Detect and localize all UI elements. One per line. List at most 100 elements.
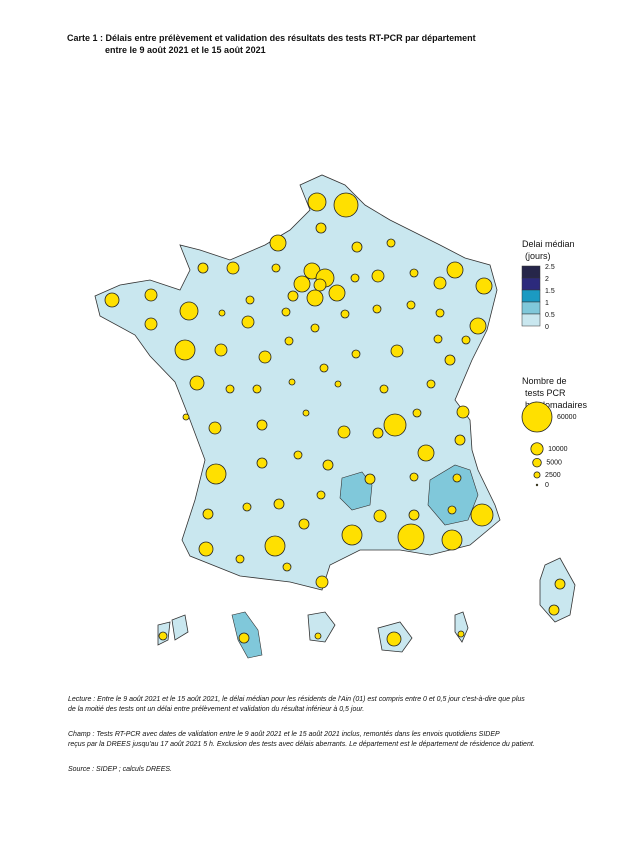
map-bubble (271, 263, 281, 273)
map-bubble (470, 503, 494, 527)
map-bubble (334, 380, 342, 388)
map-bubble (408, 509, 420, 521)
map-bubble (306, 289, 324, 307)
map-bubble (293, 275, 311, 293)
legend-bubble-label: 5000 (546, 460, 562, 467)
map-bubble (397, 523, 425, 551)
note-line: Source : SIDEP ; calculs DREES. (68, 766, 172, 773)
note-line: de la moitié des tests ont un délai entr… (68, 706, 364, 713)
legend-break-label: 1.5 (545, 288, 555, 295)
legend-class (521, 289, 541, 303)
map-bubble (452, 473, 462, 483)
map-bubble (372, 304, 382, 314)
legend-bubble (535, 483, 539, 487)
legend-tests-title: Nombre de (522, 376, 567, 386)
map-bubble (457, 630, 465, 638)
map-bubble (314, 632, 322, 640)
map-bubble (256, 457, 268, 469)
legend-bubble (521, 401, 553, 433)
map-bubble (350, 273, 360, 283)
map-bubble (252, 384, 262, 394)
map-bubble (351, 349, 361, 359)
map-bubble (446, 261, 464, 279)
map-bubble (258, 350, 272, 364)
legend-delay: 2.5 2 1.5 1 0.5 0 (521, 264, 555, 331)
map-bubble (189, 375, 205, 391)
legend-class (521, 313, 541, 327)
map-bubble (316, 490, 326, 500)
legend-class (521, 265, 541, 279)
legend-bubble (530, 442, 544, 456)
map-bubble (373, 509, 387, 523)
map-bubble (288, 378, 296, 386)
map-bubble (319, 363, 329, 373)
notes: Lecture : Entre le 9 août 2021 et le 15 … (68, 696, 535, 773)
legend-bubble-label: 60000 (557, 414, 577, 421)
metropole (94, 174, 501, 591)
map-bubble (144, 288, 158, 302)
legend-bubble (533, 471, 541, 479)
map-bubble (310, 323, 320, 333)
map-bubble (426, 379, 436, 389)
map-bubble (242, 502, 252, 512)
title-line1: Carte 1 : Délais entre prélèvement et va… (67, 33, 476, 43)
legend-class (521, 277, 541, 291)
map-bubble (454, 434, 466, 446)
map-bubble (174, 339, 196, 361)
map-bubble (197, 262, 209, 274)
map-bubble (226, 261, 240, 275)
legend-bubble-label: 0 (545, 482, 549, 489)
map-bubble (469, 317, 487, 335)
legend-class (521, 301, 541, 315)
legend-bubble-label: 10000 (548, 446, 568, 453)
legend-delay-title: Delai médian (522, 239, 575, 249)
legend-break-label: 0 (545, 324, 549, 331)
map-bubble (198, 541, 214, 557)
legend-delay-title: (jours) (525, 251, 551, 261)
map-bubble (409, 472, 419, 482)
map-bubble (214, 343, 228, 357)
map-bubble (386, 631, 402, 647)
map-bubble (269, 234, 287, 252)
map-bubble (293, 450, 303, 460)
map-bubble (144, 317, 158, 331)
map-bubble (364, 473, 376, 485)
map-bubble (202, 508, 214, 520)
map-bubble (182, 413, 190, 421)
map-bubble (315, 575, 329, 589)
guyane (307, 611, 336, 643)
region-alpes (427, 464, 479, 526)
map-bubble (548, 604, 560, 616)
map-bubble (386, 238, 396, 248)
map-bubble (225, 384, 235, 394)
legend-tests-title: tests PCR (525, 388, 566, 398)
legend-bubble-label: 2500 (545, 472, 561, 479)
map-bubble (379, 384, 389, 394)
corse (539, 557, 576, 623)
map-bubble (337, 425, 351, 439)
legend-break-label: 2 (545, 276, 549, 283)
map-bubble (412, 408, 422, 418)
map-bubble (456, 405, 470, 419)
map-bubble (435, 308, 445, 318)
guadeloupe (157, 614, 189, 646)
map-bubble (302, 409, 310, 417)
map-bubble (554, 578, 566, 590)
map-bubble (158, 631, 168, 641)
map-bubble (208, 421, 222, 435)
map-bubble (340, 309, 350, 319)
map-bubble (328, 284, 346, 302)
legend-tests: 60000 10000 5000 2500 0 (521, 401, 577, 489)
map-bubble (461, 335, 471, 345)
map-bubble (409, 268, 419, 278)
title-line2: entre le 9 août 2021 et le 15 août 2021 (105, 45, 266, 55)
map-bubble (281, 307, 291, 317)
region-lozere (339, 471, 373, 511)
legend-break-label: 0.5 (545, 312, 555, 319)
map-bubble (417, 444, 435, 462)
map-bubble (284, 336, 294, 346)
map-bubble (390, 344, 404, 358)
map-bubble (341, 524, 363, 546)
map-bubble (475, 277, 493, 295)
